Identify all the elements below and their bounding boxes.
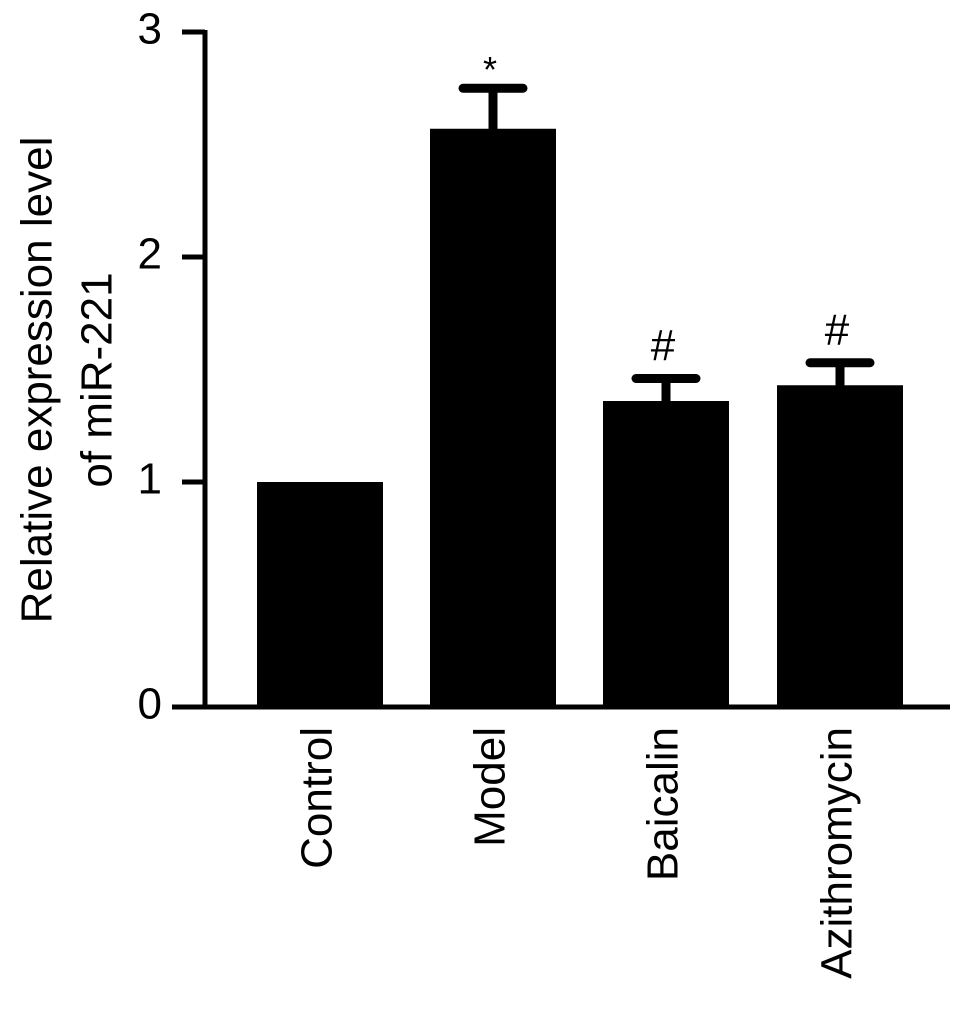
y-axis-label: Relative expression level [13,137,62,624]
bar [777,385,903,707]
y-tick-label: 0 [138,680,162,729]
error-bar [631,374,701,406]
x-tick-label: Control [293,727,342,869]
y-tick-label: 3 [138,5,162,54]
y-tick-label: 1 [138,455,162,504]
bar [257,482,383,707]
error-bar [805,358,875,390]
x-tick-label: Azithromycin [813,727,862,979]
error-bar [458,83,528,134]
y-axis-label: of miR-221 [73,272,122,487]
bar [430,128,556,707]
significance-mark: # [825,305,850,354]
x-tick-label: Model [466,727,515,847]
significance-mark: # [651,321,676,370]
y-tick-label: 2 [138,230,162,279]
x-tick-label: Baicalin [639,727,688,881]
significance-mark: * [483,49,497,90]
bar [603,401,729,707]
